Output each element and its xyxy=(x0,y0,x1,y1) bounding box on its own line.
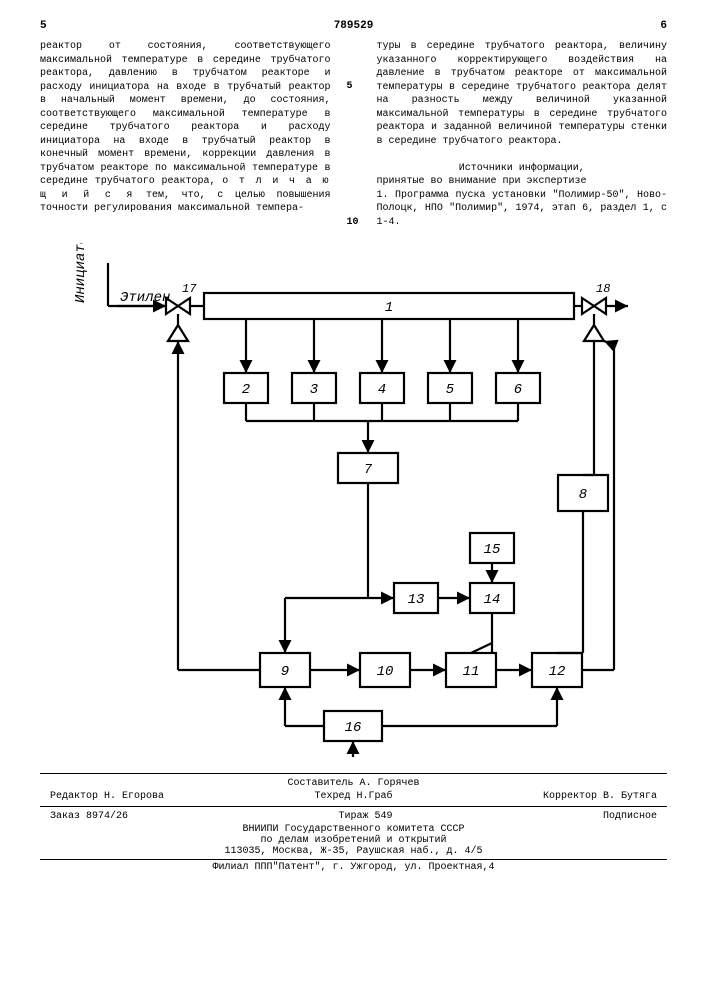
left-text: реактор от состояния, соответствующего м… xyxy=(40,41,331,187)
org1: ВНИИПИ Государственного комитета СССР xyxy=(40,824,667,835)
sources-line: принятые во внимание при экспертизе xyxy=(377,176,587,187)
footer: Составитель А. Горячев Редактор Н. Егоро… xyxy=(40,773,667,873)
right-text: туры в середине трубчатого реактора, вел… xyxy=(377,41,668,147)
branch: Филиал ППП"Патент", г. Ужгород, ул. Прое… xyxy=(40,862,667,873)
box-label-12: 12 xyxy=(548,664,565,680)
credits-row: Редактор Н. Егорова Техред Н.Граб Коррек… xyxy=(40,789,667,804)
page: 5 789529 6 реактор от состояния, соответ… xyxy=(0,0,707,893)
compiler: Составитель А. Горячев xyxy=(40,778,667,789)
org2: по делам изобретений и открытий xyxy=(40,835,667,846)
label-initiator: Инициатор xyxy=(74,243,89,303)
box-label-10: 10 xyxy=(376,664,393,680)
box-label-9: 9 xyxy=(280,664,288,680)
valve-icon xyxy=(178,298,190,314)
connector xyxy=(471,643,492,653)
box-label-6: 6 xyxy=(513,382,521,398)
techred: Техред Н.Граб xyxy=(314,791,392,802)
box-label-8: 8 xyxy=(578,487,586,503)
line-marker-10: 10 xyxy=(347,216,361,230)
page-col-right: 6 xyxy=(660,20,667,32)
header-row: 5 789529 6 xyxy=(40,20,667,32)
order: Заказ 8974/26 xyxy=(50,811,128,822)
box-label-1: 1 xyxy=(384,300,392,316)
corrector: Корректор В. Бутяга xyxy=(543,791,657,802)
tirazh: Тираж 549 xyxy=(338,811,392,822)
order-row: Заказ 8974/26 Тираж 549 Подписное xyxy=(40,809,667,824)
page-col-left: 5 xyxy=(40,20,47,32)
box-label-14: 14 xyxy=(483,592,500,608)
connector xyxy=(604,341,614,345)
text-columns: реактор от состояния, соответствующего м… xyxy=(40,40,667,229)
valve-18-label: 18 xyxy=(596,282,610,296)
line-marker-5: 5 xyxy=(347,80,361,94)
box-label-5: 5 xyxy=(445,382,454,398)
signed: Подписное xyxy=(603,811,657,822)
line-number-gutter: 5 10 xyxy=(347,40,361,229)
box-label-11: 11 xyxy=(462,664,479,680)
left-column: реактор от состояния, соответствующего м… xyxy=(40,40,331,229)
addr: 113035, Москва, Ж-35, Раушская наб., д. … xyxy=(40,846,667,857)
valve-icon xyxy=(168,325,188,341)
patent-number: 789529 xyxy=(47,20,661,32)
box-label-2: 2 xyxy=(241,382,249,398)
flow-diagram: Инициатор Этилен 17 1 18 2 3 4 5 6 7 8 15 13 14 9 10 11 12… xyxy=(74,243,634,763)
box-label-16: 16 xyxy=(344,720,361,736)
editor: Редактор Н. Егорова xyxy=(50,791,164,802)
right-column: туры в середине трубчатого реактора, вел… xyxy=(377,40,668,229)
valve-icon xyxy=(584,325,604,341)
valve-17-label: 17 xyxy=(182,282,197,296)
box-label-3: 3 xyxy=(309,382,317,398)
box-label-7: 7 xyxy=(363,462,372,478)
sources-title: Источники информации, xyxy=(377,162,668,176)
box-label-15: 15 xyxy=(483,542,500,558)
box-label-13: 13 xyxy=(407,592,424,608)
box-label-4: 4 xyxy=(377,382,385,398)
valve-icon xyxy=(594,298,606,314)
label-ethylene: Этилен xyxy=(120,290,170,306)
sources-body: 1. Программа пуска установки "Полимир-50… xyxy=(377,190,668,228)
